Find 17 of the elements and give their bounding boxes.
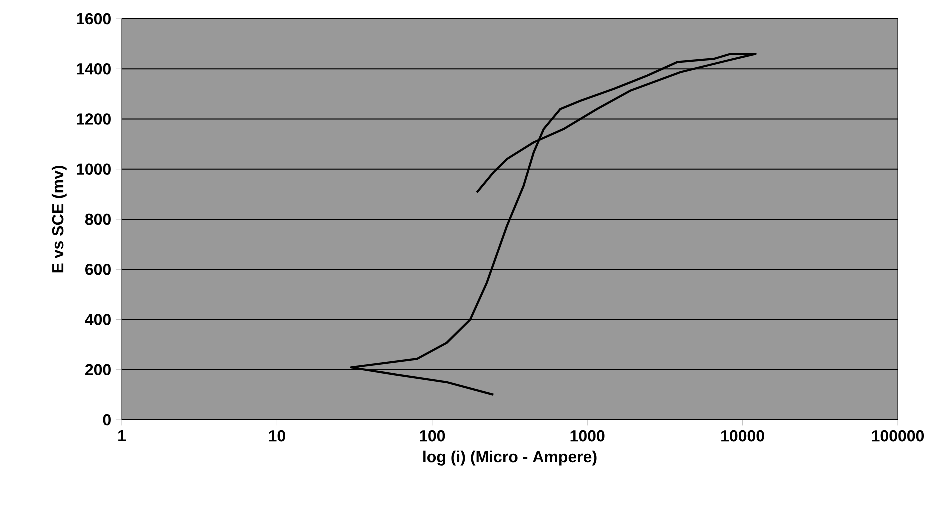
x-tick-label: 10000 <box>722 430 764 442</box>
y-tick-label: 400 <box>85 314 111 326</box>
y-tick-label: 0 <box>103 414 111 426</box>
x-tick-label: 1 <box>118 430 126 442</box>
x-axis-title: log (i) (Micro - Ampere) <box>424 450 597 466</box>
x-tick-label: 10 <box>269 430 286 442</box>
y-tick-label: 1000 <box>77 164 111 176</box>
x-tick-label: 1000 <box>570 430 605 442</box>
y-tick-label: 800 <box>85 214 111 226</box>
y-tick-label: 1600 <box>77 13 111 25</box>
x-tick-label: 100 <box>420 430 446 442</box>
y-tick-label: 200 <box>86 364 111 376</box>
x-tick-label: 100000 <box>872 430 924 442</box>
y-tick-label: 1200 <box>77 114 111 125</box>
y-tick-label: 1400 <box>77 63 111 75</box>
y-axis-title: E vs SCE (mv) <box>52 166 67 273</box>
y-tick-label: 600 <box>86 264 111 276</box>
